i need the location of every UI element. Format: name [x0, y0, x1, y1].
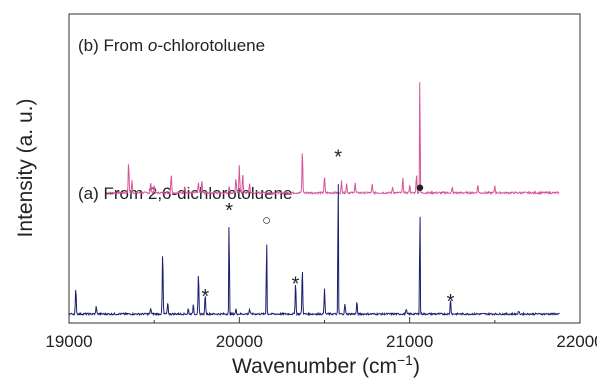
series-label-b-italic: o [148, 36, 157, 55]
spectrum-series-line [106, 82, 560, 196]
peak-markers: * * ○ * * ● * [201, 146, 454, 312]
asterisk-marker: * [334, 146, 342, 168]
x-axis-ticks: 19000 20000 21000 22000 [45, 317, 597, 351]
x-axis-title-close: ) [413, 355, 420, 378]
x-axis-title: Wavenumber (cm−1) [232, 352, 420, 378]
spectrum-series-line [68, 184, 560, 317]
plot-frame [68, 13, 581, 324]
x-tick-label: 22000 [556, 332, 597, 351]
x-axis-title-main: Wavenumber (cm [232, 355, 397, 378]
asterisk-marker: * [447, 291, 455, 313]
series-layer [68, 82, 560, 317]
x-tick-label: 19000 [45, 332, 92, 351]
x-axis-title-superscript: −1 [397, 352, 413, 368]
asterisk-marker: * [292, 274, 300, 296]
series-label-b-prefix: (b) From [78, 36, 148, 55]
filled-circle-marker: ● [415, 179, 424, 196]
y-axis-title: Intensity (a. u.) [14, 99, 37, 238]
series-label-b-suffix: -chlorotoluene [157, 36, 265, 55]
open-circle-marker: ○ [262, 212, 271, 229]
x-tick-label: 20000 [216, 332, 263, 351]
asterisk-marker: * [201, 286, 209, 308]
series-label-b: (b) From o-chlorotoluene [78, 36, 265, 55]
x-tick-label: 21000 [386, 332, 433, 351]
asterisk-marker: * [225, 200, 233, 222]
